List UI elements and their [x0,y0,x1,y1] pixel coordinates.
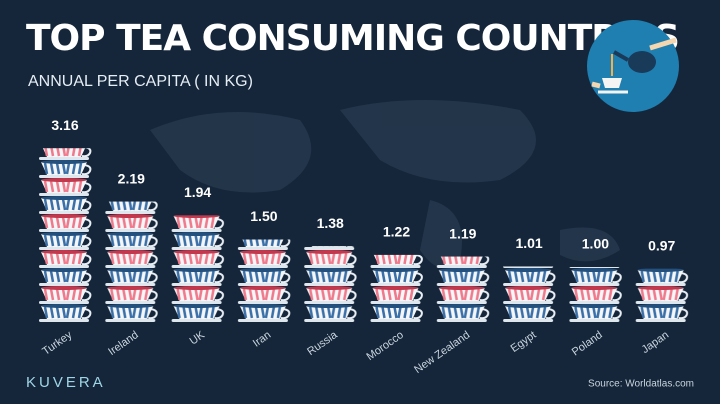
bar [102,201,161,322]
bar [367,254,426,322]
bar [36,148,94,322]
value-label: 2.19 [118,170,145,186]
value-label: 1.94 [184,184,211,200]
world-map [150,100,620,268]
source: Source: Worldatlas.com [588,379,694,390]
chart-subtitle: ANNUAL PER CAPITA ( IN KG) [28,73,253,90]
bar [301,246,360,322]
value-label: 1.01 [515,235,542,251]
brand: KUVERA [26,374,106,391]
chart-title: TOP TEA CONSUMING COUNTRIES [26,18,679,59]
bar [234,239,293,322]
value-label: 1.38 [317,215,344,231]
bar [566,267,625,322]
bar [168,215,227,322]
value-label: 1.19 [449,225,476,241]
bar [500,266,559,322]
value-label: 1.50 [250,208,277,224]
value-label: 3.16 [51,117,78,133]
bar [433,256,492,322]
value-label: 1.00 [582,236,609,252]
tea-icon [587,20,679,112]
bar [632,268,691,322]
value-label: 1.22 [383,224,410,240]
value-label: 0.97 [648,237,675,253]
